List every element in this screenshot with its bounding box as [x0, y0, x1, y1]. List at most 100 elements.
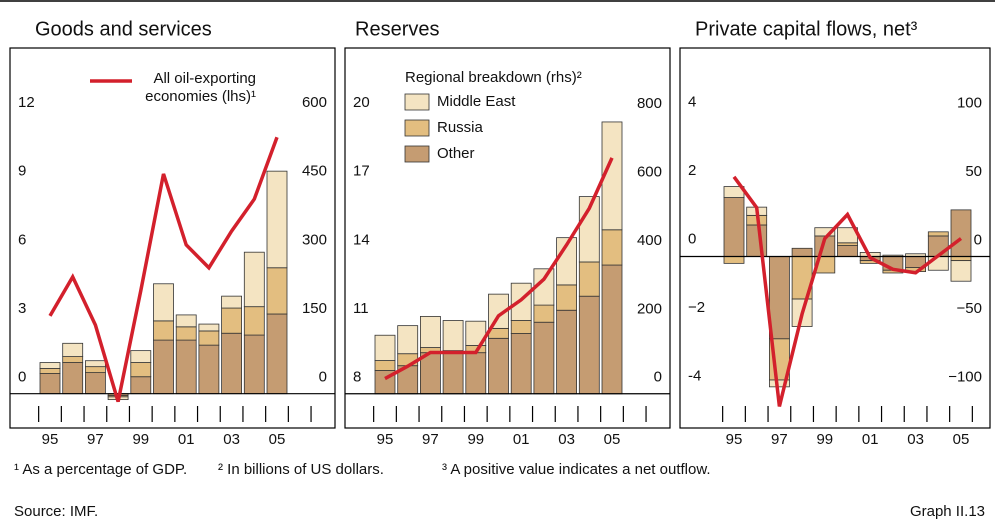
bar-segment — [533, 321, 555, 395]
y2-tick-label: 100 — [957, 94, 982, 111]
y2-tick-label: 150 — [302, 300, 327, 317]
bar-segment — [950, 256, 972, 262]
bar-segment — [419, 352, 441, 395]
bar-segment — [556, 309, 577, 395]
y2-tick-label: 800 — [637, 95, 662, 112]
bar-segment — [723, 197, 745, 257]
bar-segment — [533, 304, 555, 323]
bar-segment — [578, 196, 600, 263]
y2-tick-label: 300 — [302, 231, 327, 248]
bar-segment — [950, 260, 972, 282]
x-tick-label: 97 — [422, 431, 439, 448]
legend-swatch — [404, 93, 430, 111]
x-tick-label: 95 — [42, 431, 59, 448]
y2-tick-label: 200 — [637, 300, 662, 317]
y-tick-label: 0 — [688, 231, 696, 248]
y2-tick-label: 50 — [965, 163, 982, 180]
y2-tick-label: 450 — [302, 163, 327, 180]
bar-segment — [556, 284, 577, 311]
y-tick-label: 8 — [353, 369, 361, 386]
bar-segment — [601, 229, 623, 266]
y-tick-label: 20 — [353, 94, 370, 111]
bar-segment — [221, 295, 243, 309]
bar-segment — [837, 245, 858, 257]
y2-tick-label: 0 — [654, 369, 662, 386]
y2-tick-label: −100 — [948, 369, 982, 386]
bar-segment — [221, 307, 243, 334]
x-tick-label: 97 — [771, 431, 788, 448]
bar-segment — [62, 362, 84, 395]
bar-segment — [266, 267, 288, 315]
bar-segment — [243, 251, 265, 308]
y-tick-label: 12 — [18, 94, 35, 111]
y2-tick-label: 600 — [302, 94, 327, 111]
bar-segment — [746, 224, 768, 257]
bar-segment — [488, 337, 509, 395]
bar-segment — [153, 320, 174, 341]
bar-segment — [510, 320, 532, 334]
bar-segment — [266, 170, 288, 269]
x-tick-label: 05 — [953, 431, 970, 448]
legend-title: Regional breakdown (rhs)² — [405, 69, 582, 86]
x-tick-label: 99 — [467, 431, 484, 448]
bar-segment — [465, 352, 487, 395]
bar-segment — [153, 339, 174, 395]
line-series — [48, 136, 279, 403]
legend-label: Middle East — [437, 93, 516, 110]
x-tick-label: 99 — [132, 431, 149, 448]
x-tick-label: 97 — [87, 431, 104, 448]
bar-segment — [221, 332, 243, 395]
x-tick-label: 95 — [377, 431, 394, 448]
line-series — [732, 175, 963, 407]
x-tick-label: 05 — [604, 431, 621, 448]
bar-segment — [374, 360, 396, 371]
x-tick-label: 03 — [907, 431, 924, 448]
bar-segment — [601, 264, 623, 395]
bar-segment — [927, 256, 949, 271]
bar-segment — [397, 325, 419, 355]
bar-segment — [85, 360, 106, 368]
bar-segment — [927, 231, 949, 237]
bar-segment — [442, 320, 464, 352]
bar-segment — [510, 333, 532, 395]
bar-segment — [769, 379, 790, 388]
bar-segment — [130, 362, 152, 378]
bar-segment — [198, 344, 220, 395]
y-tick-label: 11 — [353, 300, 369, 317]
bar-segment — [950, 209, 972, 257]
y-tick-label: 4 — [688, 94, 696, 111]
footnote: ¹ As a percentage of GDP. — [14, 461, 187, 478]
bar-segment — [243, 334, 265, 395]
x-tick-label: 95 — [726, 431, 743, 448]
bar-segment — [578, 295, 600, 395]
legend-swatch — [404, 145, 430, 163]
bar-segment — [374, 334, 396, 361]
x-tick-label: 99 — [816, 431, 833, 448]
y2-tick-label: 400 — [637, 232, 662, 249]
bar-segment — [153, 283, 174, 322]
bar-segment — [419, 315, 441, 348]
bar-segment — [723, 256, 745, 264]
y-tick-label: 3 — [18, 300, 26, 317]
x-tick-label: 03 — [558, 431, 575, 448]
bar-segment — [769, 256, 790, 340]
y2-tick-label: 600 — [637, 163, 662, 180]
bar-segment — [488, 293, 509, 329]
bar-segment — [85, 372, 106, 395]
y-tick-label: 6 — [18, 231, 26, 248]
y2-tick-label: 0 — [974, 231, 982, 248]
bar-segment — [442, 352, 464, 395]
legend-label: Other — [437, 145, 475, 162]
x-tick-label: 03 — [223, 431, 240, 448]
bar-segment — [39, 368, 61, 374]
bar-segment — [198, 330, 220, 346]
bar-segment — [62, 356, 84, 363]
x-tick-label: 01 — [513, 431, 530, 448]
bar-segment — [175, 314, 197, 328]
footnote: ³ A positive value indicates a net outfl… — [442, 461, 711, 478]
x-tick-label: 05 — [269, 431, 286, 448]
y-tick-label: 17 — [353, 163, 370, 180]
panel-title: Reserves — [355, 18, 439, 40]
legend-label: All oil-exporting economies (lhs)¹ — [145, 70, 256, 105]
